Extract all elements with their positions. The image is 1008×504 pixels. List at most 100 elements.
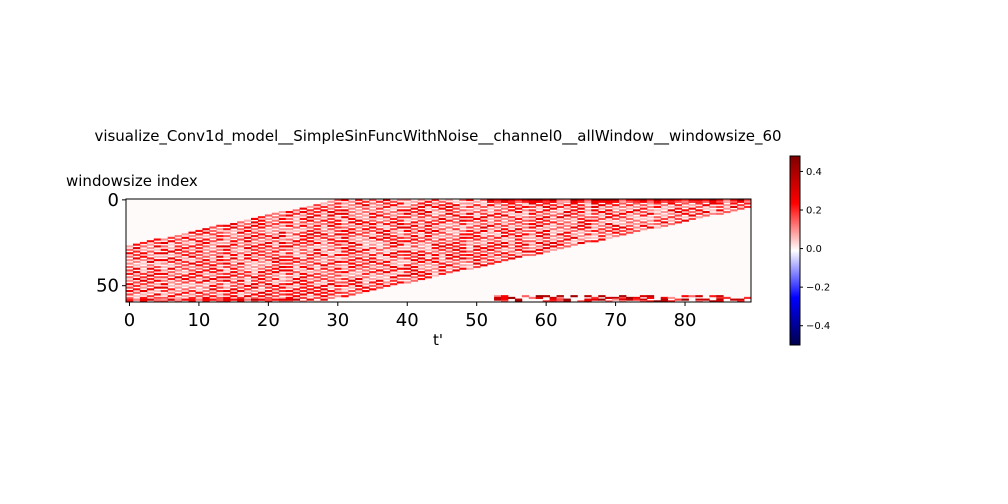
heatmap-cell [126, 245, 134, 248]
heatmap-cell [507, 253, 516, 257]
heatmap-cell [216, 276, 224, 279]
heatmap-cell [507, 226, 516, 229]
heatmap-cell [709, 209, 717, 212]
heatmap-cell [181, 274, 189, 277]
heatmap-cell [369, 281, 377, 284]
heatmap-cell [389, 238, 398, 241]
heatmap-cell [626, 214, 634, 217]
heatmap-cell [278, 298, 287, 301]
heatmap-cell [702, 214, 710, 217]
heatmap-cell [153, 252, 162, 255]
heatmap-cell [146, 247, 155, 250]
heatmap-cell [244, 250, 252, 253]
heatmap-cell [674, 200, 682, 203]
heatmap-cell [681, 212, 689, 215]
heatmap-cell [299, 289, 307, 293]
heatmap-cell [480, 202, 488, 205]
heatmap-cell [528, 219, 537, 222]
x-tick-label: 60 [535, 310, 558, 331]
heatmap-cell [126, 262, 134, 265]
heatmap-cell [702, 298, 710, 301]
heatmap-cell [362, 207, 370, 210]
heatmap-cell [431, 271, 439, 274]
heatmap-cell [494, 223, 502, 226]
heatmap-cell [445, 253, 453, 257]
heatmap-cell [653, 226, 662, 229]
heatmap-cell [382, 226, 391, 229]
heatmap-cell [251, 289, 259, 293]
heatmap-cell [431, 274, 439, 277]
heatmap-cell [584, 295, 592, 298]
heatmap-cell [626, 231, 634, 234]
heatmap-cell [223, 286, 231, 289]
heatmap-cell [514, 298, 523, 301]
heatmap-cell [473, 200, 481, 203]
heatmap-cell [452, 235, 460, 238]
heatmap-cell [153, 279, 162, 282]
heatmap-cell [341, 209, 349, 212]
heatmap-cell [389, 241, 398, 245]
heatmap-cell [431, 216, 439, 219]
heatmap-cell [660, 224, 669, 227]
heatmap-cell [292, 229, 301, 233]
heatmap-cell [584, 219, 592, 222]
heatmap-cell [667, 296, 676, 299]
heatmap-cell [730, 205, 738, 208]
heatmap-cell [209, 274, 217, 277]
heatmap-cell [362, 289, 370, 293]
heatmap-cell [355, 205, 363, 208]
heatmap-cell [389, 224, 398, 227]
heatmap-cell [132, 284, 141, 287]
heatmap-cell [459, 250, 467, 253]
heatmap-cell [251, 293, 259, 296]
heatmap-cell [244, 291, 252, 294]
heatmap-cell [216, 259, 224, 262]
heatmap-cell [410, 241, 419, 245]
heatmap-cell [264, 300, 273, 303]
heatmap-cell [619, 229, 627, 233]
heatmap-cell [716, 295, 724, 298]
heatmap-cell [514, 235, 523, 238]
heatmap-cell [494, 216, 502, 219]
heatmap-cell [369, 233, 377, 236]
heatmap-cell [313, 276, 321, 279]
heatmap-cell [660, 199, 669, 202]
heatmap-cell [417, 202, 426, 205]
heatmap-cell [251, 245, 259, 248]
heatmap-cell [126, 272, 134, 275]
heatmap-cell [313, 221, 321, 224]
heatmap-cell [202, 238, 210, 241]
heatmap-cell [452, 269, 460, 272]
heatmap-cell [556, 236, 564, 239]
heatmap-cell [348, 204, 356, 207]
heatmap-cell [563, 228, 571, 231]
heatmap-cell [563, 231, 571, 234]
heatmap-cell [535, 200, 544, 203]
heatmap-cell [348, 217, 356, 220]
heatmap-cell [417, 236, 426, 239]
heatmap-cell [424, 241, 432, 245]
heatmap-cell [292, 240, 301, 243]
heatmap-cell [528, 229, 537, 233]
heatmap-cell [501, 211, 509, 214]
heatmap-cell [438, 200, 446, 203]
heatmap-cell [237, 300, 245, 303]
heatmap-cell [244, 219, 252, 222]
heatmap-cell [445, 199, 453, 202]
heatmap-cell [285, 286, 294, 289]
heatmap-cell [299, 211, 307, 214]
heatmap-cell [459, 243, 467, 246]
heatmap-cell [674, 214, 682, 217]
heatmap-cell [181, 264, 189, 267]
heatmap-cell [507, 257, 516, 260]
heatmap-cell [320, 267, 328, 270]
heatmap-cell [230, 253, 238, 257]
heatmap-cell [487, 207, 495, 210]
heatmap-cell [674, 298, 682, 301]
heatmap-cell [230, 267, 238, 270]
heatmap-cell [320, 229, 328, 233]
heatmap-cell [251, 286, 259, 289]
heatmap-cell [341, 277, 349, 281]
heatmap-cell [452, 238, 460, 241]
